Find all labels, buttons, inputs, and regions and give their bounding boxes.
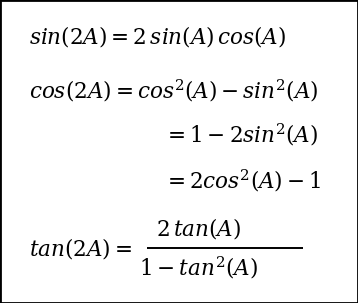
Text: $\mathit{sin}(2A) = 2\, \mathit{sin}(A)\, \mathit{cos}(A)$: $\mathit{sin}(2A) = 2\, \mathit{sin}(A)\… xyxy=(29,24,286,49)
Text: $= 1 - 2\mathit{sin}^2(A)$: $= 1 - 2\mathit{sin}^2(A)$ xyxy=(163,122,318,148)
Text: $\mathit{cos}(2A) = \mathit{cos}^2(A) - \mathit{sin}^2(A)$: $\mathit{cos}(2A) = \mathit{cos}^2(A) - … xyxy=(29,78,318,104)
Text: $\mathit{tan}(2A) = $: $\mathit{tan}(2A) = $ xyxy=(29,236,132,261)
Text: $= 2\mathit{cos}^2(A) - 1$: $= 2\mathit{cos}^2(A) - 1$ xyxy=(163,167,321,194)
Text: $1 - \mathit{tan}^2(A)$: $1 - \mathit{tan}^2(A)$ xyxy=(139,255,258,281)
Text: $2\, \mathit{tan}(A)$: $2\, \mathit{tan}(A)$ xyxy=(156,216,241,241)
